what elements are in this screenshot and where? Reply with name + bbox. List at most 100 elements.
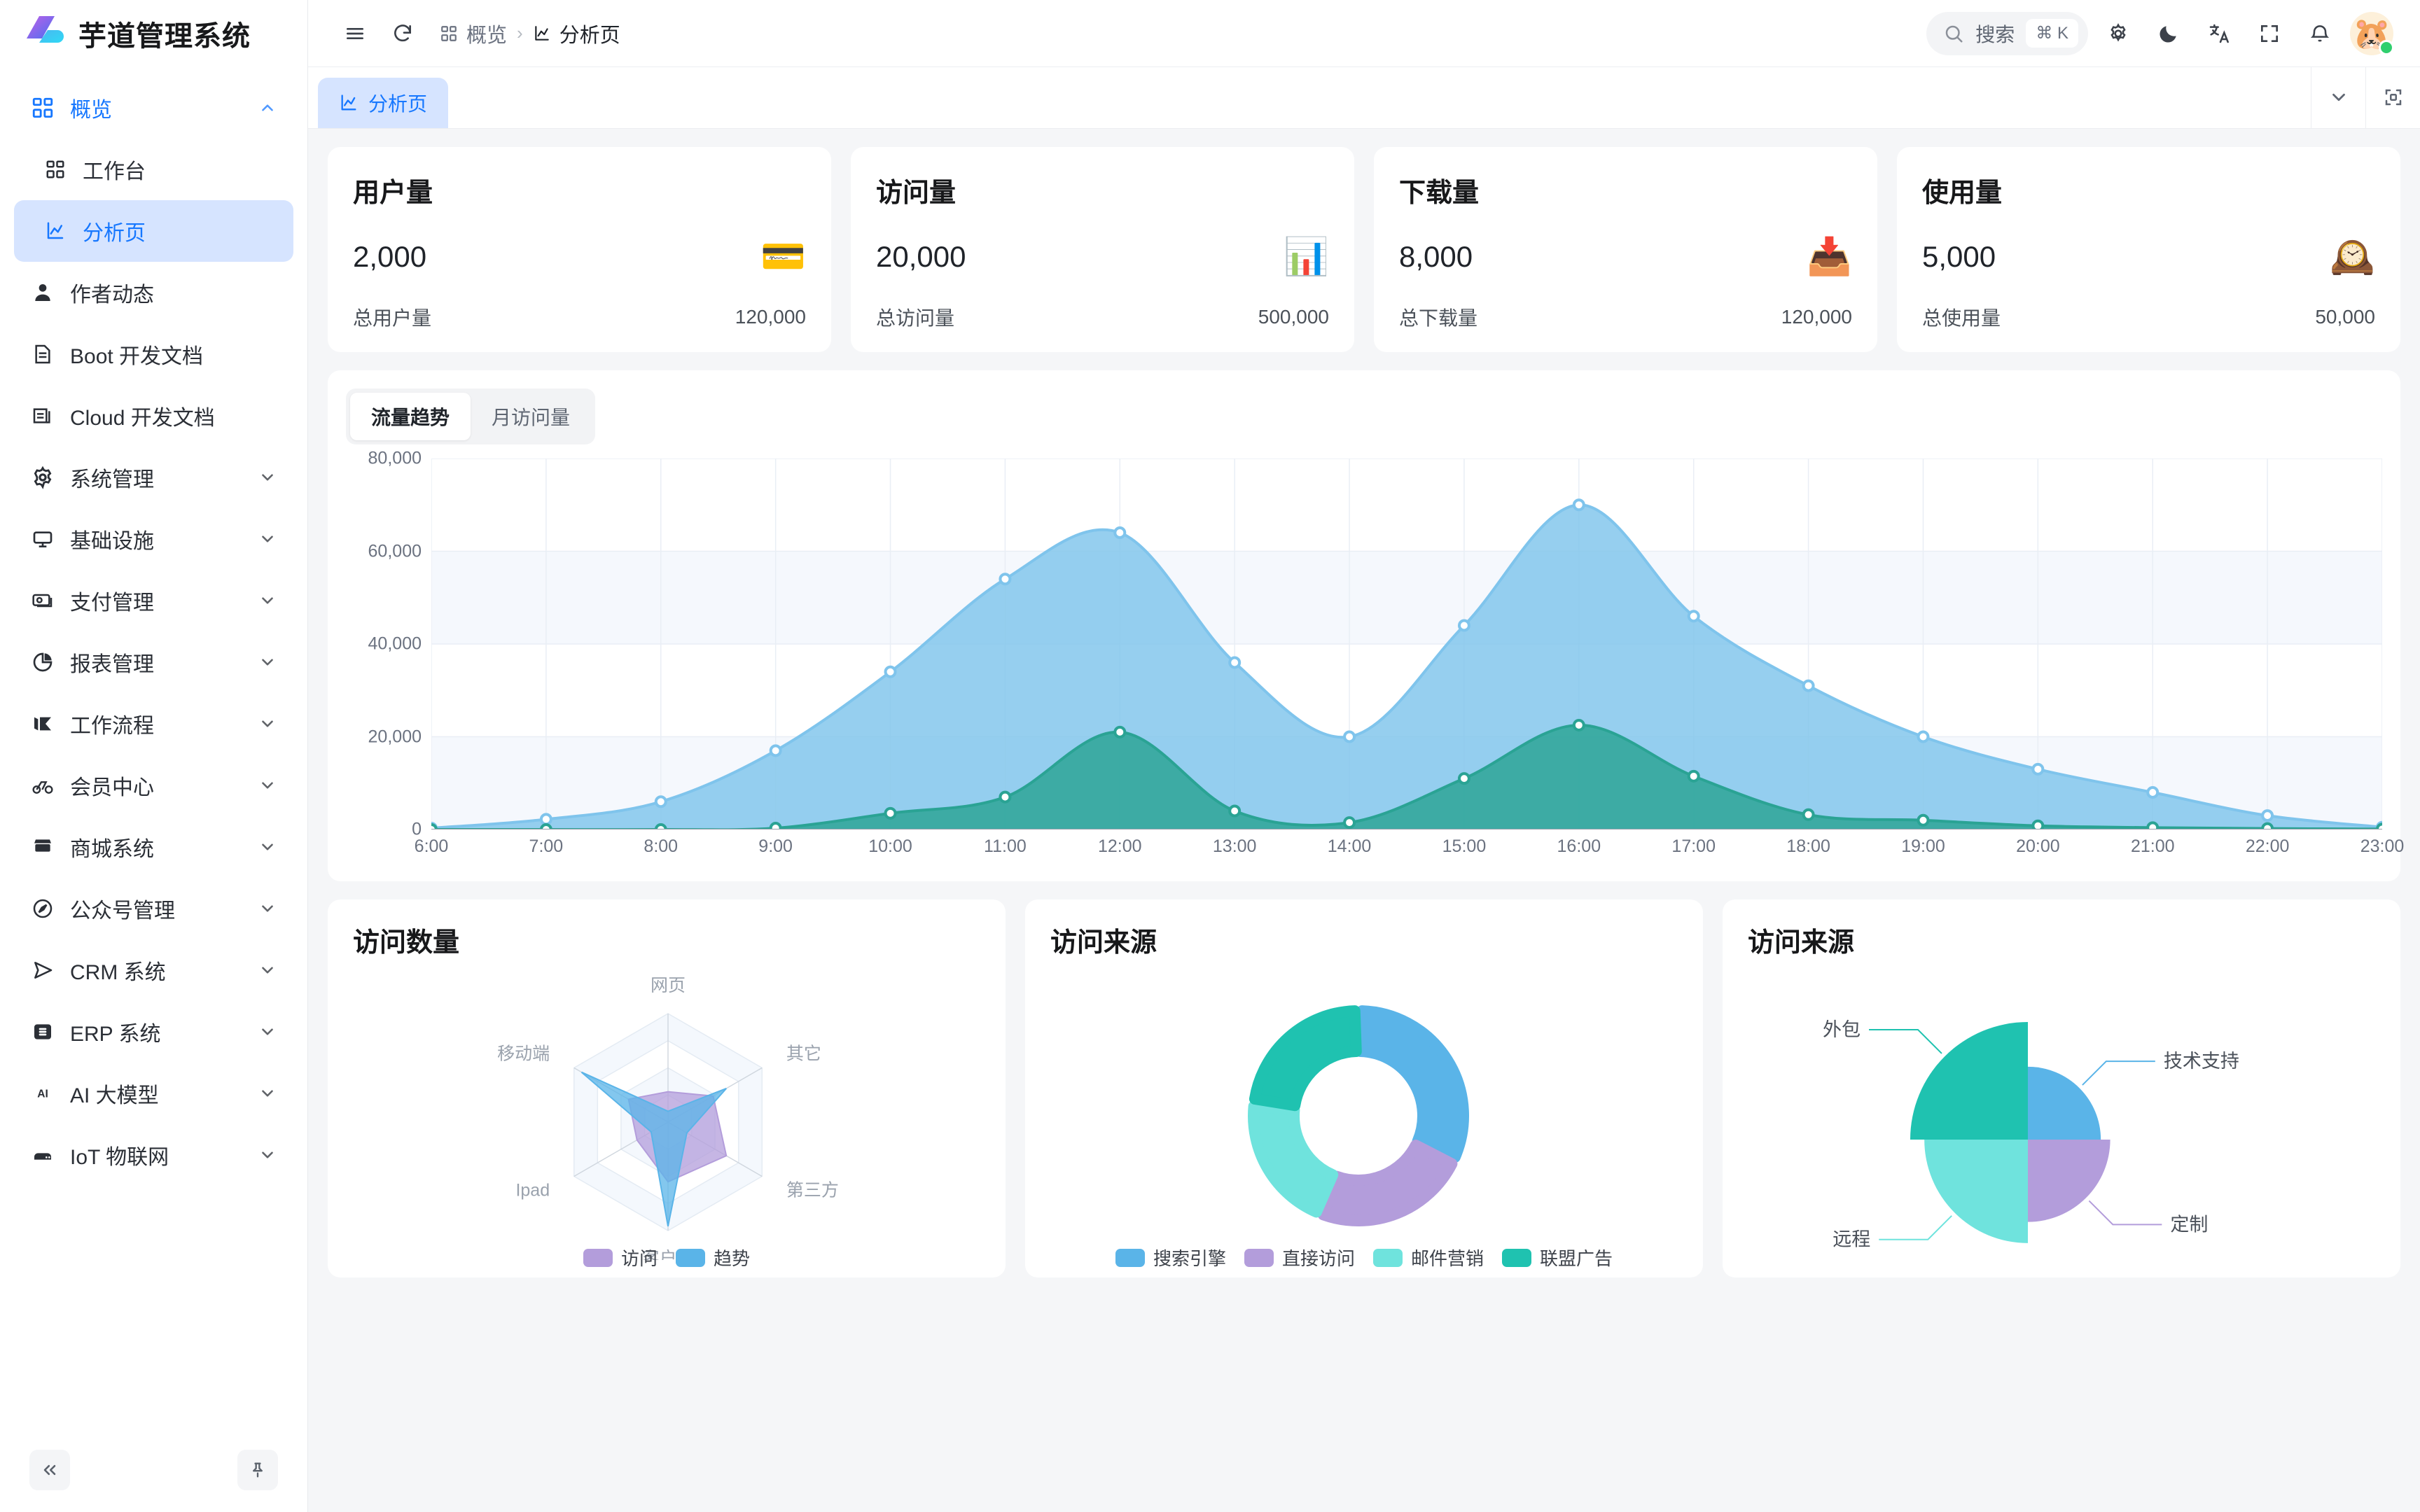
stat-title: 用户量	[353, 178, 433, 208]
sidebar-item-member-center[interactable]: 会员中心	[14, 755, 293, 816]
x-axis-tick: 13:00	[1212, 836, 1257, 856]
sidebar-item-report-management[interactable]: 报表管理	[14, 631, 293, 693]
sidebar-collapse-button[interactable]	[29, 1450, 70, 1490]
panel-title: 访问数量	[353, 928, 460, 958]
svg-text:第三方: 第三方	[786, 1181, 839, 1200]
traffic-trend-card: 流量趋势 月访问量 0 20,000 40,000 60,000 80,000 6:00…	[328, 370, 2405, 881]
stat-foot-label: 总访问量	[876, 307, 955, 329]
chevron-down-icon[interactable]	[2311, 66, 2365, 128]
moon-icon[interactable]	[2148, 13, 2189, 54]
fullscreen-icon[interactable]	[2249, 13, 2290, 54]
sidebar-item-mall-system[interactable]: 商城系统	[14, 816, 293, 878]
sidebar-item-crm-system[interactable]: CRM 系统	[14, 939, 293, 1001]
sidebar-item-author-feed[interactable]: 作者动态	[14, 262, 293, 323]
y-axis-tick: 60,000	[368, 541, 422, 561]
hamburger-icon[interactable]	[335, 13, 375, 54]
gear-icon	[29, 464, 56, 491]
stat-title: 下载量	[1399, 178, 1480, 208]
bell-icon[interactable]	[2300, 13, 2340, 54]
credit-card-icon: 💳	[760, 237, 806, 277]
legend-item[interactable]: 联盟广告	[1502, 1245, 1613, 1270]
rose-pie-chart: 技术支持 定制 远程 外包	[1748, 959, 2375, 1278]
legend-item[interactable]: 邮件营销	[1373, 1245, 1484, 1270]
y-axis-tick: 20,000	[368, 727, 422, 746]
x-axis-tick: 18:00	[1786, 836, 1830, 856]
breadcrumb-label: 分析页	[559, 24, 620, 47]
legend-item[interactable]: 趋势	[676, 1245, 750, 1270]
erp-icon	[29, 1018, 56, 1045]
translate-icon[interactable]	[2199, 13, 2239, 54]
sidebar-item-label: CRM 系统	[70, 961, 166, 984]
pin-icon[interactable]	[237, 1450, 278, 1490]
sidebar-item-label: IoT 物联网	[70, 1146, 169, 1169]
x-axis-labels: 6:00 7:00 8:00 9:00 10:00 11:00 12:00 13:00 14:0…	[415, 836, 2405, 864]
trend-tab-monthly[interactable]: 月访问量	[492, 407, 571, 428]
x-axis-tick: 20:00	[2016, 836, 2060, 856]
stat-value: 5,000	[1922, 240, 1996, 273]
pie-percent-icon: 📊	[1284, 237, 1329, 277]
sidebar-item-iot[interactable]: IoT 物联网	[14, 1124, 293, 1186]
legend-item[interactable]: 直接访问	[1244, 1245, 1355, 1270]
svg-text:定制: 定制	[2170, 1214, 2208, 1235]
stat-foot-value: 120,000	[1781, 306, 1852, 328]
device-icon	[29, 1142, 56, 1168]
sidebar-item-infrastructure[interactable]: 基础设施	[14, 508, 293, 570]
sidebar-item-cloud-docs[interactable]: Cloud 开发文档	[14, 385, 293, 447]
trend-tab-traffic[interactable]: 流量趋势	[350, 393, 471, 440]
top-bar: 概览 › 分析页 搜索 ⌘ K	[308, 0, 2420, 67]
maximize-icon[interactable]	[2365, 66, 2420, 128]
sidebar-item-label: 分析页	[83, 222, 146, 245]
legend-label: 搜索引擎	[1153, 1248, 1226, 1269]
stat-card-visits: 访问量 20,000 📊 总访问量 500,000	[851, 147, 1354, 352]
ai-icon: AI	[29, 1080, 56, 1107]
refresh-icon[interactable]	[382, 13, 423, 54]
sidebar-item-payment-management[interactable]: 支付管理	[14, 570, 293, 631]
chevron-down-icon	[257, 652, 278, 673]
chevron-down-icon	[257, 898, 278, 919]
x-axis-tick: 12:00	[1098, 836, 1142, 856]
sidebar-item-workflow[interactable]: 工作流程	[14, 693, 293, 755]
grid-icon	[440, 24, 458, 43]
stat-foot-label: 总使用量	[1922, 307, 2001, 329]
sidebar-item-label: 基础设施	[70, 530, 154, 553]
pikachu-avatar[interactable]: 🐹	[2350, 11, 2394, 55]
stat-value: 8,000	[1399, 240, 1473, 273]
gear-icon[interactable]	[2098, 13, 2139, 54]
sidebar-item-label: 公众号管理	[70, 899, 175, 923]
sidebar-item-label: 作者动态	[70, 284, 154, 307]
sidebar-item-label: 工作流程	[70, 715, 154, 738]
legend-item[interactable]: 访问	[583, 1245, 658, 1270]
sidebar-item-system-management[interactable]: 系统管理	[14, 447, 293, 508]
breadcrumb-item-overview[interactable]: 概览	[440, 19, 507, 48]
tab-analysis[interactable]: 分析页	[318, 78, 449, 128]
chevron-down-icon	[257, 836, 278, 858]
legend-color-chip	[1244, 1248, 1274, 1267]
sidebar-item-official-account[interactable]: 公众号管理	[14, 878, 293, 939]
sidebar-item-boot-docs[interactable]: Boot 开发文档	[14, 323, 293, 385]
sidebar-item-label: 工作台	[83, 160, 146, 183]
search-input[interactable]: 搜索 ⌘ K	[1926, 11, 2088, 55]
y-axis-tick: 80,000	[368, 448, 422, 468]
sidebar-item-overview[interactable]: 概览	[14, 77, 293, 139]
breadcrumb-item-analysis[interactable]: 分析页	[533, 19, 620, 48]
sidebar-item-workbench[interactable]: 工作台	[14, 139, 293, 200]
brand[interactable]: 芋道管理系统	[0, 0, 307, 67]
sidebar-item-label: 商城系统	[70, 838, 154, 861]
grid-icon	[42, 156, 69, 183]
sidebar-item-erp-system[interactable]: ERP 系统	[14, 1001, 293, 1063]
sidebar-item-analysis[interactable]: 分析页	[14, 200, 293, 262]
chevron-down-icon	[257, 960, 278, 981]
x-axis-tick: 6:00	[414, 836, 449, 856]
chevron-down-icon	[257, 590, 278, 611]
legend-item[interactable]: 搜索引擎	[1115, 1245, 1226, 1270]
bottom-card-row: 访问数量 网页 其它 第三方 客户端 Ipad 移动端 访问 趋势 访问来源 搜索引擎 直接访…	[328, 899, 2400, 1278]
tab-strip: 分析页	[308, 66, 2420, 129]
send-icon	[29, 957, 56, 983]
legend-label: 直接访问	[1281, 1248, 1355, 1269]
sidebar: 芋道管理系统 概览	[0, 0, 308, 1512]
sidebar-item-ai-model[interactable]: AI AI 大模型	[14, 1063, 293, 1124]
stat-title: 使用量	[1922, 178, 2003, 208]
documents-icon	[29, 402, 56, 429]
stat-foot-value: 50,000	[2315, 306, 2375, 328]
y-axis-labels: 0 20,000 40,000 60,000 80,000	[346, 449, 422, 839]
